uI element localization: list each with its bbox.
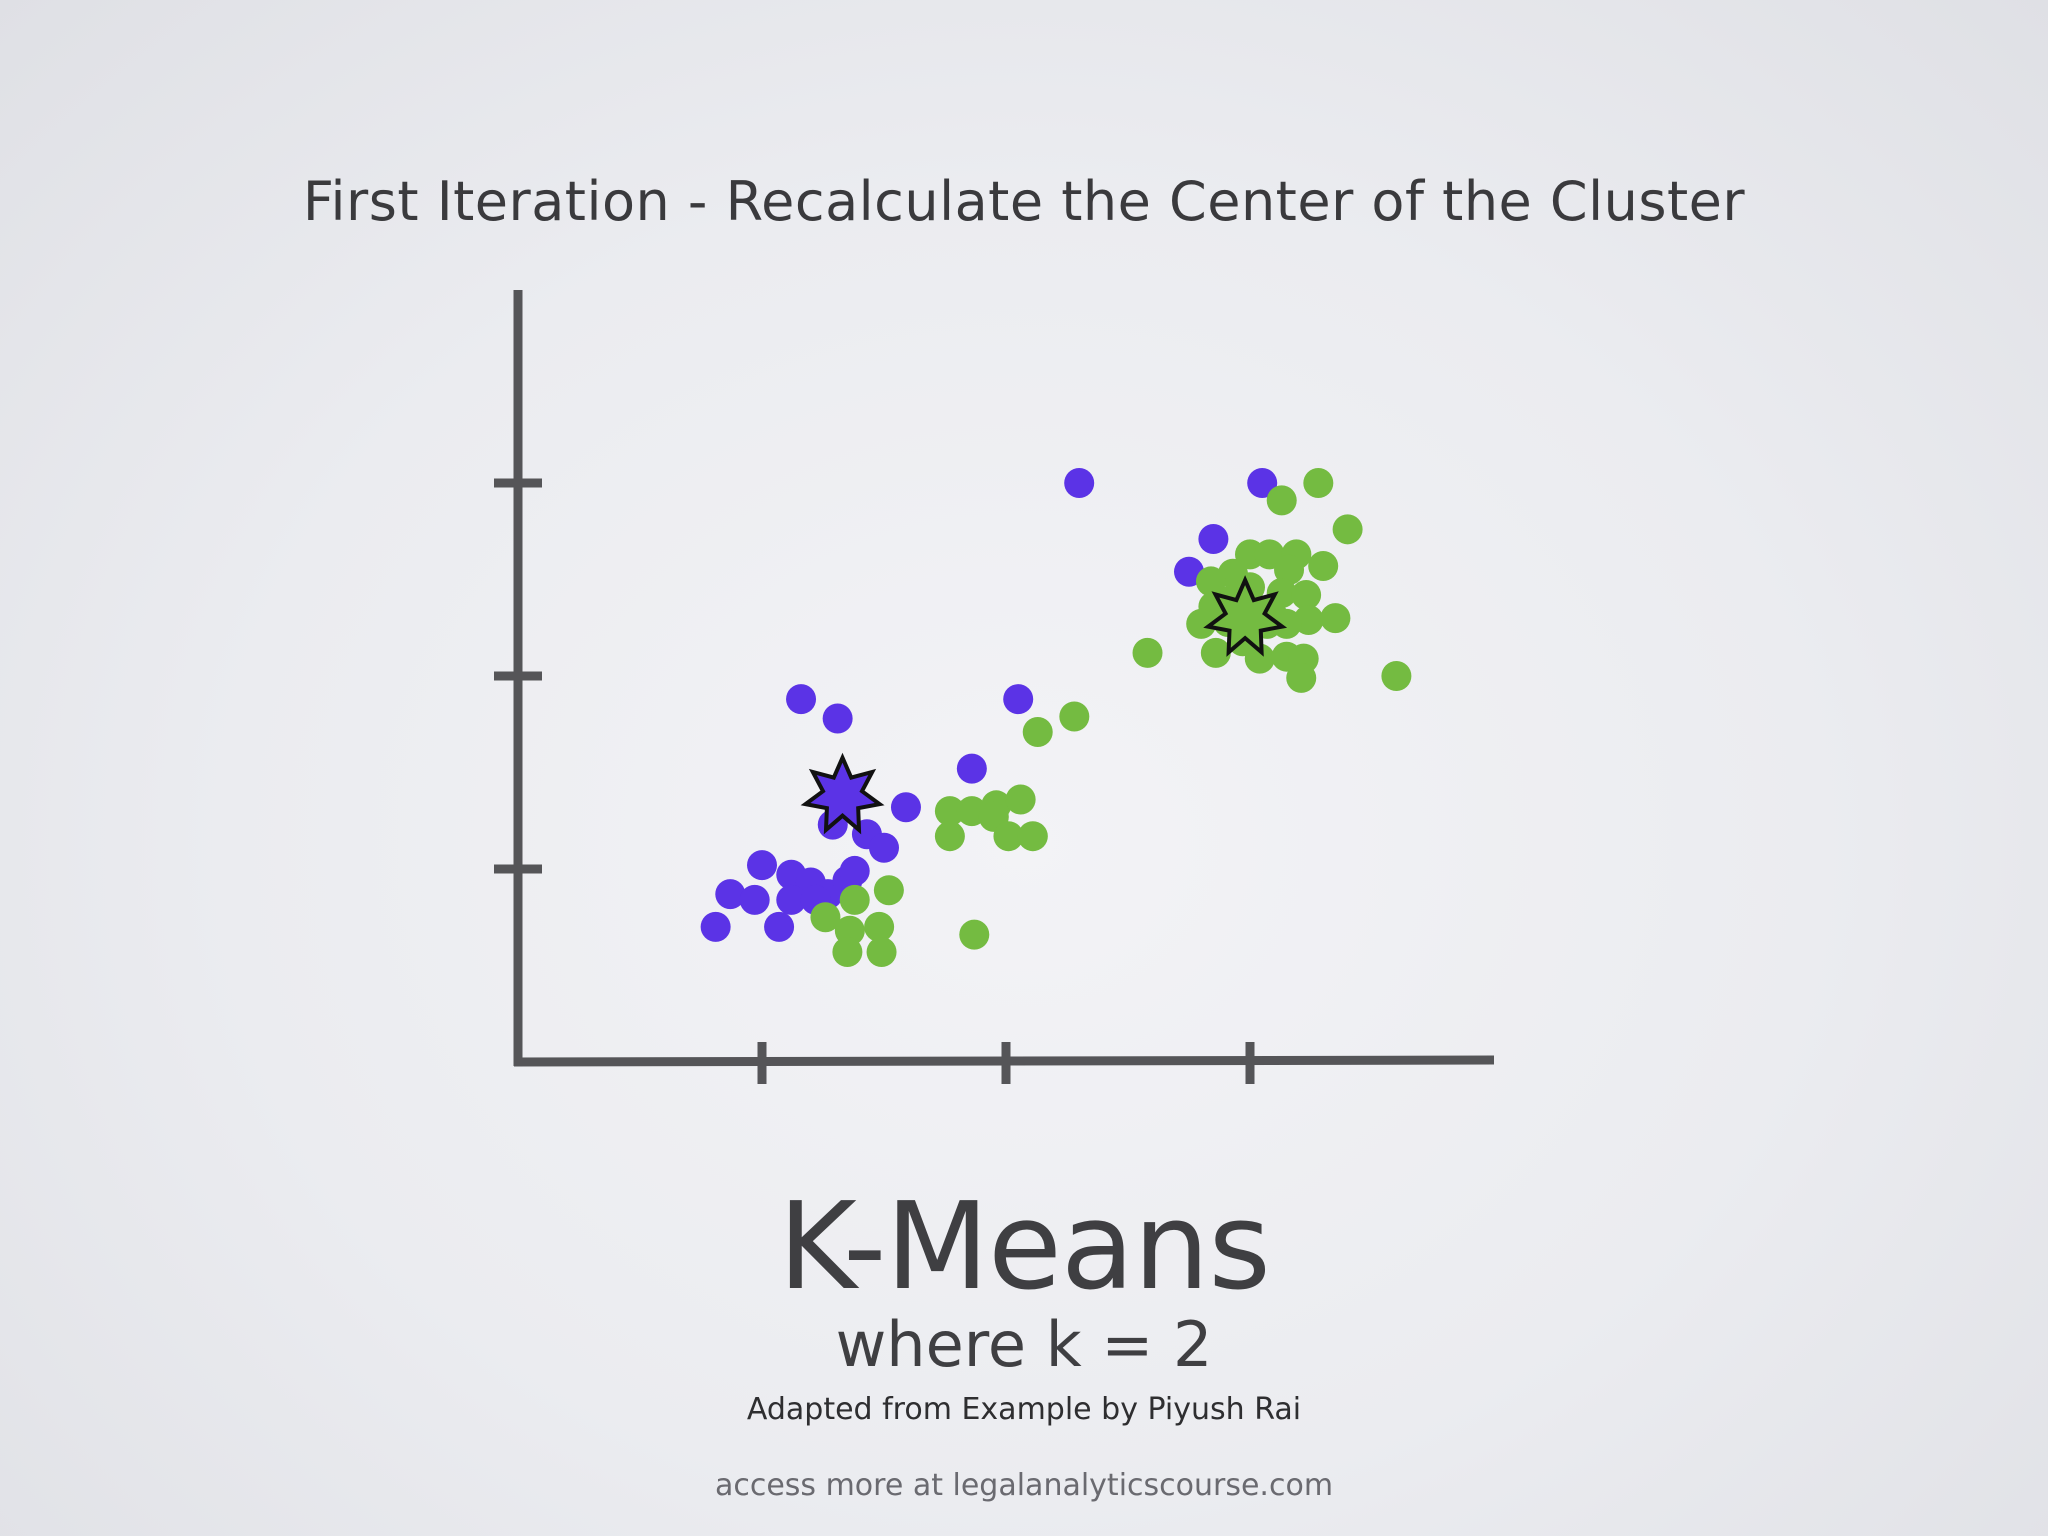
green-data-point (1017, 821, 1048, 852)
purple-data-point (776, 884, 807, 915)
green-data-point (1308, 550, 1339, 581)
purple-centroid-star (800, 752, 885, 835)
green-data-point (934, 821, 965, 852)
footer-link[interactable]: access more at legalanalyticscourse.com (714, 1468, 1334, 1503)
green-data-point (1195, 566, 1226, 597)
green-data-point (1291, 579, 1322, 610)
green-data-point (1059, 701, 1090, 732)
green-data-point (934, 796, 965, 827)
purple-data-point (786, 684, 817, 715)
purple-data-point (715, 879, 746, 910)
green-data-point (1381, 661, 1412, 691)
centroids (800, 575, 1288, 835)
main-title: K-Means (778, 1178, 1271, 1317)
green-data-point (1266, 485, 1297, 516)
green-data-point (1005, 784, 1036, 815)
slide-title: First Iteration - Recalculate the Center… (302, 170, 1746, 233)
green-data-point (810, 902, 841, 933)
green-data-point (1303, 468, 1334, 498)
green-data-point (1022, 716, 1053, 747)
purple-data-point (1064, 468, 1095, 498)
green-data-point (993, 821, 1024, 852)
green-data-point (866, 936, 897, 967)
data-points (700, 468, 1412, 967)
green-data-point (864, 911, 895, 942)
purple-data-point (822, 703, 853, 734)
green-data-point (873, 875, 904, 906)
green-data-point (1274, 554, 1305, 585)
purple-data-point (739, 884, 770, 915)
green-data-point (1332, 514, 1363, 545)
green-data-point (1244, 643, 1275, 674)
green-data-point (1200, 637, 1231, 668)
green-data-point (1271, 608, 1302, 639)
green-centroid-star (1203, 575, 1288, 657)
subtitle: where k = 2 (835, 1308, 1213, 1381)
green-data-point (839, 884, 870, 915)
purple-data-point (1247, 468, 1278, 498)
purple-data-point (956, 753, 987, 784)
purple-data-point (700, 911, 731, 942)
green-data-point (1286, 662, 1317, 693)
green-data-point (1320, 603, 1351, 634)
axes (494, 290, 1495, 1084)
purple-data-point (747, 850, 777, 881)
green-data-point (832, 936, 863, 967)
purple-data-point (764, 911, 795, 942)
purple-data-point (1198, 523, 1229, 554)
purple-data-point (839, 855, 870, 886)
purple-data-point (1003, 684, 1034, 715)
green-data-point (1186, 608, 1217, 639)
purple-data-point (869, 832, 899, 863)
credit-line: Adapted from Example by Piyush Rai (746, 1392, 1302, 1427)
green-data-point (959, 919, 990, 950)
green-data-point (1132, 637, 1163, 668)
purple-data-point (890, 792, 921, 823)
